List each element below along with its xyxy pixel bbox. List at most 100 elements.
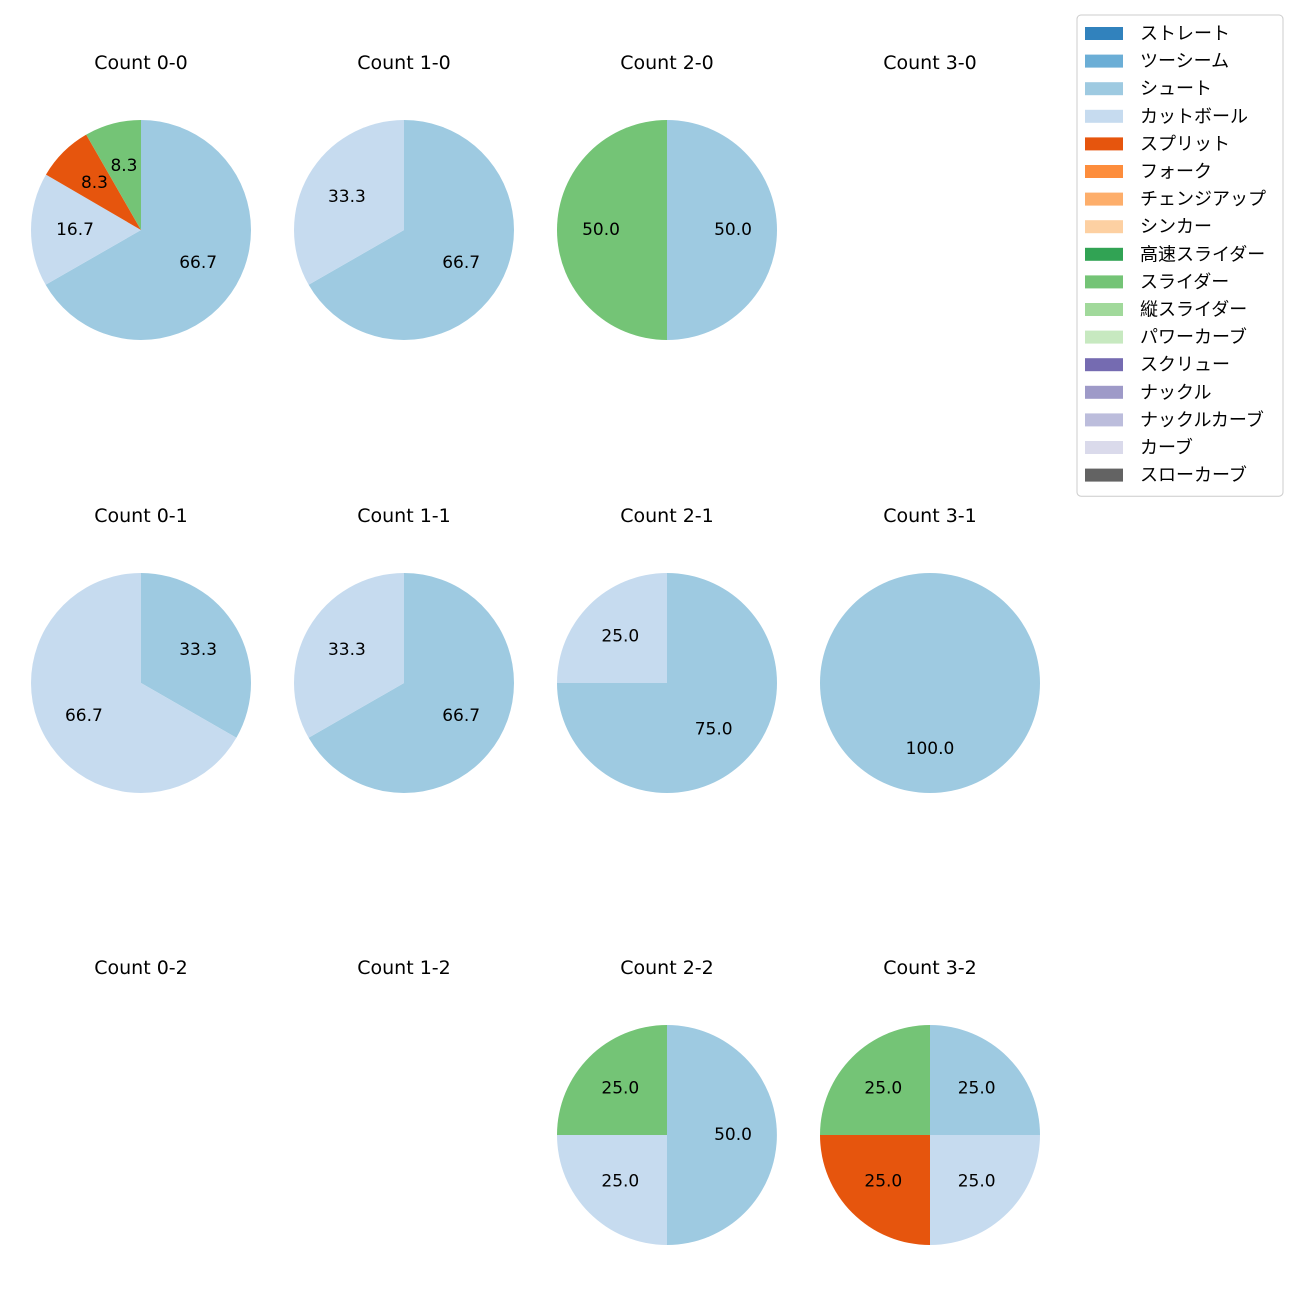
slice-label: 25.0 xyxy=(601,1078,639,1098)
pie-title: Count 2-2 xyxy=(620,957,714,979)
legend-swatch xyxy=(1085,247,1123,261)
legend-label: フォーク xyxy=(1140,162,1212,183)
pie-title: Count 0-0 xyxy=(94,52,188,74)
legend-label: ツーシーム xyxy=(1140,51,1229,72)
slice-label: 66.7 xyxy=(442,253,480,273)
pie-slice xyxy=(293,120,404,285)
legend-item: 高速スライダー xyxy=(1085,244,1265,265)
legend-label: ナックルカーブ xyxy=(1140,409,1264,431)
legend-label: スライダー xyxy=(1140,272,1229,293)
legend-label: シンカー xyxy=(1140,217,1212,238)
legend-label: スローカーブ xyxy=(1140,464,1247,486)
legend-item: シュート xyxy=(1085,79,1212,100)
legend-swatch xyxy=(1085,165,1123,178)
legend-item: スプリット xyxy=(1085,134,1230,155)
slice-label: 25.0 xyxy=(601,1172,639,1192)
slice-label: 50.0 xyxy=(582,220,620,240)
slice-label: 25.0 xyxy=(864,1172,902,1192)
legend-label: チェンジアップ xyxy=(1140,189,1266,210)
legend-item: シンカー xyxy=(1085,217,1212,238)
slice-label: 66.7 xyxy=(179,253,217,273)
pie-title: Count 0-1 xyxy=(94,505,188,527)
pie-slice xyxy=(557,1135,667,1245)
legend-item: カーブ xyxy=(1085,437,1193,459)
legend-swatch xyxy=(1085,385,1123,399)
legend-label: 高速スライダー xyxy=(1140,244,1265,265)
slice-label: 16.7 xyxy=(56,220,94,240)
pie-count-3-2: Count 3-2 25.0 25.0 25.0 25.0 xyxy=(820,957,1040,1245)
legend-item: 縦スライダー xyxy=(1085,300,1247,321)
pie-slice xyxy=(308,120,514,340)
legend-label: スクリュー xyxy=(1140,355,1230,376)
pie-slice xyxy=(820,573,1040,793)
legend-item: カットボール xyxy=(1085,106,1248,127)
pie-title: Count 3-0 xyxy=(883,52,977,74)
pie-count-0-1: Count 0-1 33.3 66.7 xyxy=(30,505,251,793)
pie-slice xyxy=(308,573,514,793)
pie-title: Count 2-1 xyxy=(620,505,714,527)
slice-label: 75.0 xyxy=(695,720,733,740)
pie-slice xyxy=(557,1025,667,1135)
legend-label: カットボール xyxy=(1140,106,1248,127)
legend-item: スローカーブ xyxy=(1085,464,1247,486)
legend-item: ツーシーム xyxy=(1085,51,1229,72)
pie-slice xyxy=(930,1025,1040,1135)
legend-item: フォーク xyxy=(1085,162,1212,183)
pie-slice xyxy=(141,573,251,738)
pie-count-1-2: Count 1-2 xyxy=(357,957,451,979)
legend-item: ナックルカーブ xyxy=(1085,409,1264,431)
pie-count-0-2: Count 0-2 xyxy=(94,957,188,979)
legend-swatch xyxy=(1085,275,1123,289)
slice-label: 33.3 xyxy=(328,640,366,660)
slice-label: 25.0 xyxy=(601,626,639,646)
legend-label: ストレート xyxy=(1140,24,1230,45)
legend-label: ナックル xyxy=(1140,382,1211,403)
pie-title: Count 1-0 xyxy=(357,52,451,74)
pie-count-2-2: Count 2-2 50.0 25.0 25.0 xyxy=(557,957,777,1245)
pie-slice xyxy=(293,573,404,738)
pie-slice xyxy=(930,1135,1040,1245)
slice-label: 50.0 xyxy=(714,1125,752,1145)
legend-swatch xyxy=(1085,413,1123,427)
pie-slice xyxy=(820,1025,930,1135)
slice-label: 25.0 xyxy=(864,1078,902,1098)
legend-swatch xyxy=(1085,468,1123,482)
slice-label: 8.3 xyxy=(81,173,108,193)
slice-label: 100.0 xyxy=(906,739,955,759)
legend-item: パワーカーブ xyxy=(1085,326,1247,348)
slice-label: 8.3 xyxy=(110,156,137,176)
pie-slice xyxy=(45,120,252,340)
legend-item: ストレート xyxy=(1085,24,1230,45)
legend-label: シュート xyxy=(1140,79,1212,100)
slice-label: 66.7 xyxy=(65,706,103,726)
pie-slice xyxy=(86,120,141,230)
legend-item: スクリュー xyxy=(1085,355,1230,376)
legend-frame xyxy=(1076,14,1284,497)
slice-label: 25.0 xyxy=(958,1078,996,1098)
legend-label: スプリット xyxy=(1140,134,1230,155)
slice-label: 50.0 xyxy=(714,220,752,240)
legend-item: ナックル xyxy=(1085,382,1211,403)
legend-swatch xyxy=(1085,137,1123,151)
legend-swatch xyxy=(1085,109,1123,123)
pie-title: Count 2-0 xyxy=(620,52,714,74)
pie-slice xyxy=(557,120,667,340)
pie-title: Count 3-1 xyxy=(883,505,977,527)
legend-item: チェンジアップ xyxy=(1085,189,1266,210)
pie-slice xyxy=(30,174,141,285)
pie-count-2-0: Count 2-0 50.0 50.0 xyxy=(557,52,777,340)
slice-label: 66.7 xyxy=(442,706,480,726)
legend-swatch xyxy=(1085,82,1123,96)
pie-title: Count 0-2 xyxy=(94,957,188,979)
pie-slice xyxy=(557,573,667,683)
pie-slice xyxy=(667,120,777,340)
legend-swatch xyxy=(1085,54,1123,68)
pie-slice xyxy=(45,134,141,230)
pie-title: Count 1-2 xyxy=(357,957,451,979)
pie-count-0-0: Count 0-0 66.7 16.7 8.38.3 xyxy=(30,52,252,340)
slice-label: 33.3 xyxy=(328,187,366,207)
legend-swatch xyxy=(1085,358,1123,372)
pie-count-2-1: Count 2-1 75.0 25.0 xyxy=(557,505,777,793)
legend-item: スライダー xyxy=(1085,272,1229,293)
